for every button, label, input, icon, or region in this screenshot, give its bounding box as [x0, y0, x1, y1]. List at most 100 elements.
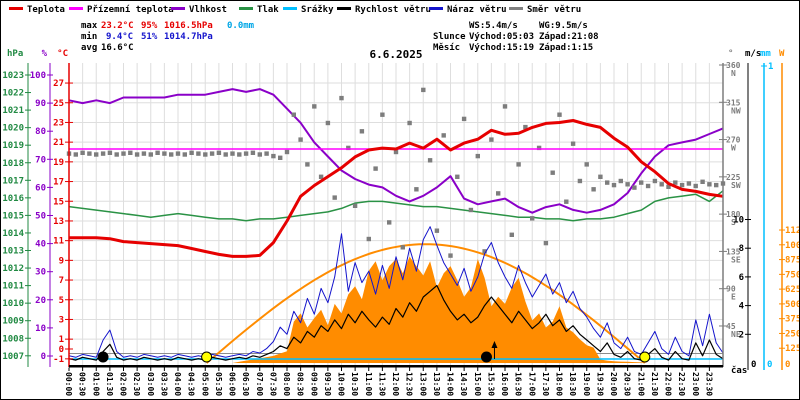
series-smer-vetru-point	[148, 152, 153, 157]
series-smer-vetru-point	[448, 253, 453, 258]
axis-ms-title: m/s	[745, 49, 761, 59]
axis-hpa-label: 1017	[2, 176, 24, 186]
series-smer-vetru-point	[189, 150, 194, 155]
series-smer-vetru-point	[421, 87, 426, 93]
series-smer-vetru-point	[359, 129, 365, 134]
series-smer-vetru-point	[107, 150, 113, 155]
axis-time-label: 12:00	[391, 372, 400, 396]
axis-percent-label: 30	[35, 268, 46, 278]
legend-swatch	[283, 7, 297, 10]
axis-percent-label: 70	[35, 155, 46, 165]
series-smer-vetru-point	[237, 152, 242, 157]
axis-hpa-label: 1011	[2, 282, 24, 292]
axis-time-label: 10:00	[337, 372, 346, 396]
axis-temp-label: 3	[59, 315, 64, 325]
sunset-time: Západ:21:08	[539, 32, 599, 42]
series-smer-vetru-point	[557, 112, 562, 117]
series-smer-vetru-point	[134, 152, 140, 157]
series-smer-vetru-point	[591, 187, 596, 192]
series-smer-vetru-point	[100, 151, 106, 156]
series-smer-vetru-point	[679, 182, 685, 188]
series-smer-vetru-point	[114, 152, 119, 157]
axis-temp-label: 11	[53, 237, 64, 247]
axis-temp-label: 7	[59, 276, 64, 286]
series-smer-vetru-point	[686, 181, 692, 186]
axis-time-label: 05:00	[200, 372, 209, 396]
axis-time-label: 18:00	[555, 372, 564, 396]
axis-time-label: 15:00	[473, 372, 482, 396]
series-smer-vetru-point	[305, 162, 310, 167]
legend-swatch	[337, 7, 351, 10]
axis-deg-label: 270	[726, 136, 741, 145]
series-smer-vetru-point	[284, 149, 290, 155]
series-smer-vetru-point	[414, 187, 419, 192]
axis-temp-label: 0	[59, 345, 64, 355]
axis-time-label: 23:00	[691, 372, 700, 396]
axis-time-label: 00:00	[64, 372, 73, 396]
moonrise-time: Východ:15:19	[469, 43, 535, 53]
axis-deg-label: 360	[726, 61, 741, 70]
series-smer-vetru-point	[271, 153, 276, 159]
series-smer-vetru-point	[278, 155, 283, 160]
moon-label: Měsíc	[433, 43, 461, 53]
series-smer-vetru-point	[325, 120, 331, 126]
legend-label: Tlak	[257, 5, 279, 15]
axis-percent-label: 20	[35, 296, 46, 306]
axis-w-label: 250	[785, 329, 799, 339]
stat-max-pressure: 1016.5hPa	[164, 21, 213, 31]
series-smer-vetru-point	[373, 166, 378, 171]
axis-mm-zero-label: 0	[767, 360, 772, 370]
date-title: 6.6.2025	[369, 48, 423, 61]
axis-deg-dir-label: S	[731, 218, 736, 227]
axis-time-label: 11:00	[364, 372, 373, 396]
solar-theoretical-curve	[205, 243, 646, 364]
series-smer-vetru-point	[216, 150, 222, 155]
axis-time-label: 10:30	[350, 372, 359, 396]
legend-label: Přízemní teplota	[87, 5, 174, 15]
axis-time-label: 01:00	[91, 372, 100, 396]
legend-item-1: Teplota	[9, 5, 65, 17]
series-smer-vetru-point	[714, 182, 719, 188]
axis-time-label: 13:00	[418, 372, 427, 396]
axis-temp-label: 17	[53, 178, 64, 188]
axis-percent-label: 80	[35, 127, 46, 137]
series-smer-vetru-point	[73, 152, 78, 157]
series-tlak	[68, 190, 724, 222]
axis-hpa-label: 1023	[2, 71, 24, 81]
axis-deg-dir-label: SE	[731, 255, 741, 264]
sunset-marker	[639, 351, 651, 363]
axis-hpa-label: 1014	[2, 229, 24, 239]
axis-deg-label: 315	[726, 98, 741, 107]
axis-time-label: 14:00	[446, 372, 455, 396]
axis-time-label: 06:30	[241, 372, 250, 396]
legend-item-4: Tlak	[239, 5, 279, 17]
legend-label: Náraz větru	[447, 5, 507, 15]
axis-percent-label: 0	[41, 352, 46, 362]
axis-temp-title: °C	[57, 49, 68, 59]
axis-hpa-label: 1007	[2, 352, 24, 362]
axis-deg-dir-label: NW	[731, 106, 741, 115]
sunrise-time: Východ:05:03	[469, 32, 535, 42]
axis-time-label: 19:30	[595, 372, 604, 396]
sun-label: Slunce	[433, 32, 466, 42]
stat-wind-gust-max: WG:9.5m/s	[539, 21, 588, 31]
axis-ms-label: 2	[739, 330, 744, 340]
series-rychlost-vetru	[68, 284, 724, 361]
axis-temp-label: 25	[53, 99, 64, 109]
series-smer-vetru-point	[577, 178, 583, 184]
axis-deg-label: 135	[726, 247, 741, 256]
axis-time-label: 14:30	[459, 372, 468, 396]
series-smer-vetru-point	[536, 145, 542, 151]
axis-hpa-label: 1021	[2, 106, 24, 116]
series-smer-vetru-point	[673, 180, 678, 185]
series-smer-vetru-point	[666, 184, 671, 189]
axis-percent-label: 60	[35, 183, 46, 193]
axis-time-label: 01:30	[105, 372, 114, 396]
axis-ms-label: 6	[739, 273, 744, 283]
series-smer-vetru-point	[203, 152, 208, 157]
axis-w-label: 625	[785, 285, 799, 295]
series-smer-vetru-point	[312, 104, 317, 109]
axis-time-label: 17:00	[527, 372, 536, 396]
stat-max-humidity: 95%	[141, 21, 158, 31]
series-smer-vetru-point	[543, 240, 549, 246]
